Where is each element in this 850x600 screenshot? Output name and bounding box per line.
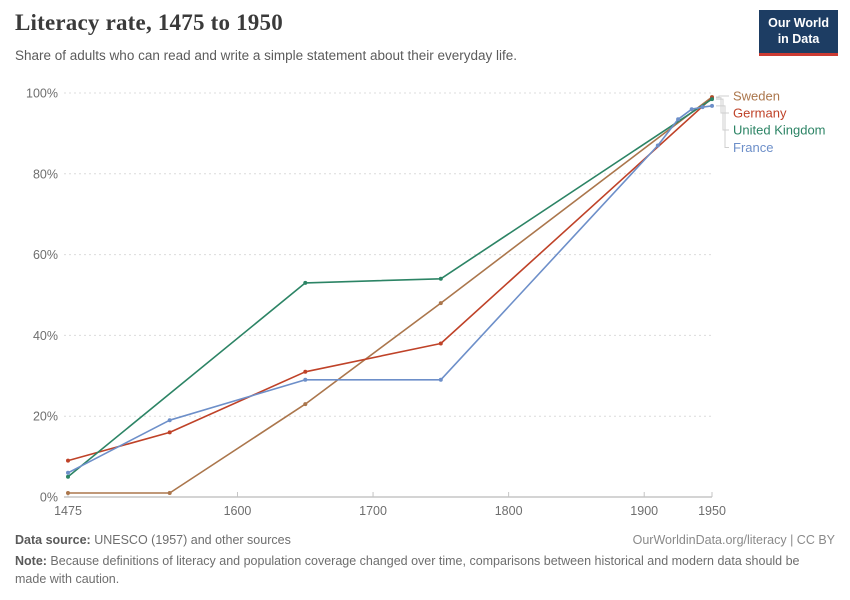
- series-line: [67, 98, 713, 478]
- data-point-marker: [303, 402, 308, 407]
- x-tick-label: 1600: [224, 504, 252, 518]
- data-source-label: Data source:: [15, 533, 91, 547]
- legend-label-france[interactable]: France: [733, 140, 773, 155]
- legend-connector: [716, 95, 729, 98]
- legend-connector: [716, 98, 729, 131]
- series-germany[interactable]: [66, 95, 714, 463]
- y-tick-label: 80%: [33, 167, 58, 181]
- legend-label-germany[interactable]: Germany: [733, 106, 787, 121]
- data-point-marker: [438, 377, 443, 382]
- data-point-marker: [303, 280, 308, 285]
- data-point-marker: [689, 107, 694, 112]
- y-tick-label: 100%: [26, 87, 58, 101]
- series-line: [67, 105, 713, 474]
- chart-title: Literacy rate, 1475 to 1950: [15, 10, 283, 35]
- data-point-marker: [66, 474, 70, 479]
- series-france[interactable]: [66, 103, 714, 475]
- data-source-value: UNESCO (1957) and other sources: [90, 533, 291, 547]
- data-point-marker: [167, 491, 172, 495]
- data-point-marker: [303, 369, 308, 374]
- data-point-marker: [303, 377, 308, 382]
- note-label: Note:: [15, 554, 47, 568]
- data-source-line: Data source: UNESCO (1957) and other sou…: [15, 533, 291, 547]
- x-tick-label: 1700: [359, 504, 387, 518]
- owid-logo[interactable]: Our World in Data: [759, 10, 838, 56]
- data-point-marker: [676, 117, 681, 122]
- series-united-kingdom[interactable]: [66, 97, 714, 479]
- owid-logo-line2: in Data: [777, 32, 820, 47]
- data-point-marker: [438, 301, 443, 306]
- footer: Data source: UNESCO (1957) and other sou…: [15, 533, 835, 588]
- data-point-marker: [438, 276, 443, 281]
- data-point-marker: [167, 430, 172, 435]
- legend-label-united-kingdom[interactable]: United Kingdom: [733, 123, 826, 138]
- data-point-marker: [710, 103, 714, 108]
- x-tick-label: 1475: [54, 504, 82, 518]
- y-tick-label: 40%: [33, 329, 58, 343]
- x-tick-label: 1950: [698, 504, 726, 518]
- data-point-marker: [66, 458, 70, 463]
- y-tick-label: 60%: [33, 248, 58, 262]
- data-point-marker: [655, 143, 660, 148]
- footer-note: Note: Because definitions of literacy an…: [15, 552, 820, 588]
- data-point-marker: [700, 105, 705, 110]
- data-point-marker: [167, 418, 172, 423]
- series-line: [67, 97, 713, 462]
- legend-connector: [716, 105, 729, 148]
- x-tick-label: 1800: [495, 504, 523, 518]
- y-tick-label: 20%: [33, 410, 58, 424]
- x-tick-label: 1900: [630, 504, 658, 518]
- citation-link[interactable]: OurWorldinData.org/literacy | CC BY: [632, 533, 835, 547]
- footer-row-source: Data source: UNESCO (1957) and other sou…: [15, 533, 835, 547]
- data-point-marker: [66, 470, 70, 475]
- chart-subtitle: Share of adults who can read and write a…: [15, 48, 518, 63]
- data-point-marker: [66, 491, 70, 495]
- y-tick-label: 0%: [40, 491, 58, 505]
- legend-label-sweden[interactable]: Sweden: [733, 89, 780, 104]
- chart-area: 0% 20% 40% 60% 80% 100% 1475 1600 1700 1800 1900 19…: [0, 75, 850, 530]
- owid-logo-line1: Our World: [768, 16, 829, 30]
- data-point-marker: [710, 97, 714, 102]
- data-point-marker: [438, 341, 443, 346]
- note-value: Because definitions of literacy and popu…: [15, 554, 800, 587]
- line-chart: 0% 20% 40% 60% 80% 100% 1475 1600 1700 1800 1900 19…: [26, 87, 826, 519]
